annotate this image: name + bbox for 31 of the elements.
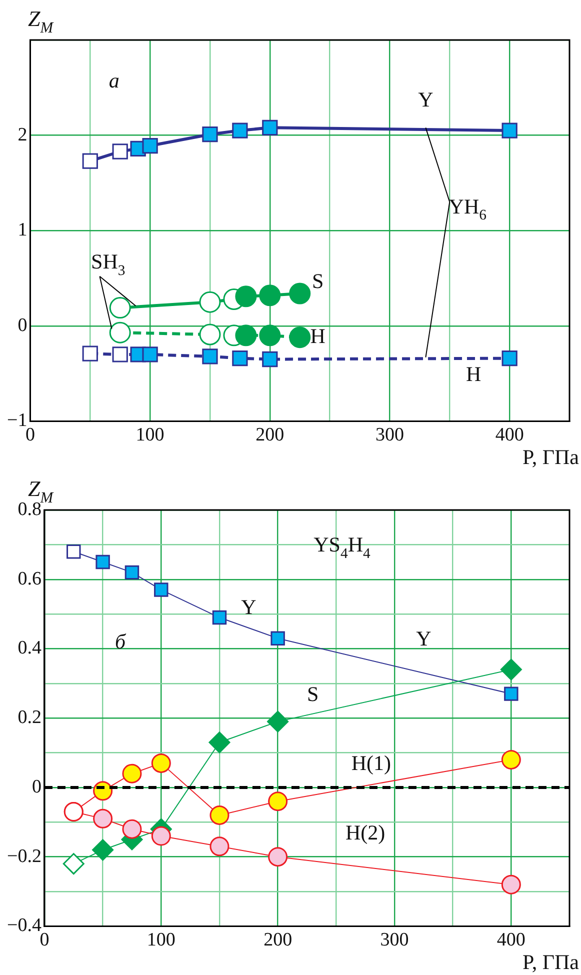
x-tick-label: 100 <box>136 424 164 446</box>
x-tick-label: 100 <box>146 930 176 951</box>
series-label: H(2) <box>345 820 386 844</box>
y-tick-label: 0.4 <box>18 638 42 659</box>
series-label: H <box>466 362 482 386</box>
y-tick-label: 0 <box>32 776 42 798</box>
y-tick-label: 1 <box>18 220 28 241</box>
x-axis-title: P, ГПа <box>522 950 580 974</box>
y-tick-label: −1 <box>6 410 28 432</box>
annotation: a <box>108 68 120 93</box>
x-tick-label: 200 <box>256 424 284 446</box>
y-tick-label: −0.4 <box>6 915 42 936</box>
x-tick-label: 300 <box>380 930 409 951</box>
series-label: Y <box>418 88 434 112</box>
y-tick-label: 2 <box>18 124 28 146</box>
annotation: б <box>115 630 128 654</box>
x-axis-title: P, ГПа <box>522 445 580 469</box>
series-label: H <box>310 324 326 348</box>
annotation: Y <box>416 626 432 650</box>
y-tick-label: −0.2 <box>6 846 42 867</box>
x-tick-label: 400 <box>495 424 524 446</box>
x-tick-label: 300 <box>375 424 404 446</box>
y-tick-label: 0.2 <box>18 707 42 728</box>
series-label: S <box>312 268 324 293</box>
series-label: Y <box>241 595 256 620</box>
y-tick-label: 0.6 <box>18 568 42 590</box>
x-tick-label: 200 <box>264 930 292 951</box>
series-label: H(1) <box>351 751 391 776</box>
y-tick-label: 0 <box>18 314 28 336</box>
x-tick-label: 400 <box>496 930 526 951</box>
series-label: S <box>306 682 319 706</box>
